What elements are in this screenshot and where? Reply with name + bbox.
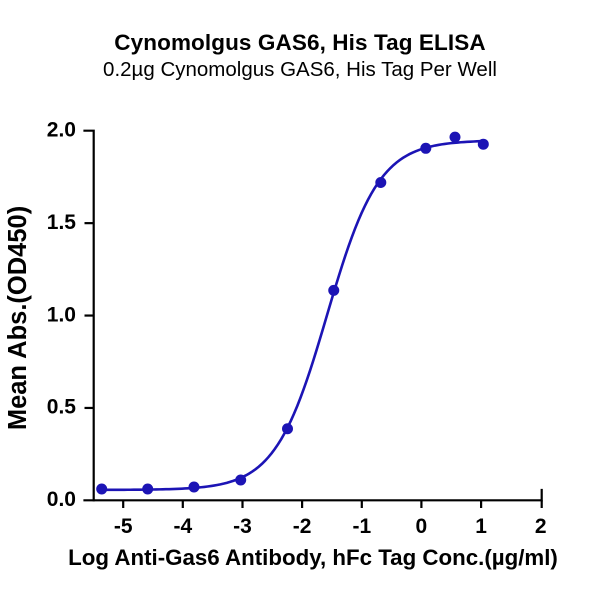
svg-text:-2: -2: [293, 515, 312, 538]
svg-text:-4: -4: [173, 515, 192, 538]
svg-text:Mean Abs.(OD450): Mean Abs.(OD450): [4, 206, 32, 430]
svg-text:0.0: 0.0: [47, 488, 76, 511]
svg-text:1.0: 1.0: [47, 303, 76, 326]
svg-text:2.0: 2.0: [47, 119, 76, 142]
svg-text:-5: -5: [114, 515, 133, 538]
svg-text:Log Anti-Gas6 Antibody, hFc Ta: Log Anti-Gas6 Antibody, hFc Tag Conc.(µg…: [68, 545, 558, 570]
svg-text:1.5: 1.5: [47, 211, 77, 234]
svg-text:-1: -1: [352, 515, 371, 538]
svg-text:0.5: 0.5: [47, 396, 77, 419]
svg-text:2: 2: [535, 515, 547, 538]
svg-text:1: 1: [475, 515, 487, 538]
svg-text:0: 0: [416, 515, 428, 538]
svg-text:-3: -3: [233, 515, 252, 538]
